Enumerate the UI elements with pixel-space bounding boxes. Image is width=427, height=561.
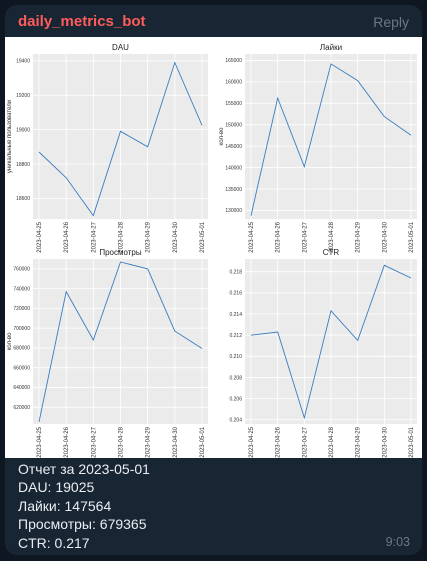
y-tick-label: 700000 bbox=[13, 326, 30, 332]
series-line bbox=[250, 264, 412, 420]
series-line bbox=[38, 61, 203, 217]
y-tick-label: 0.210 bbox=[229, 354, 242, 360]
x-tick-label: 2023-04-28 bbox=[119, 426, 125, 457]
x-tick-label: 2023-04-29 bbox=[146, 426, 152, 457]
x-tick-label: 2023-04-27 bbox=[302, 221, 308, 252]
y-tick-label: 0.208 bbox=[229, 375, 242, 381]
charts-grid: 18600 18800 19000 19200 19400 2023-04-25 2023-… bbox=[7, 43, 417, 458]
x-tick-label: 2023-04-26 bbox=[64, 426, 70, 457]
x-tick-label: 2023-04-26 bbox=[276, 221, 282, 252]
y-tick-label: 0.214 bbox=[229, 312, 242, 318]
caption-dau: DAU: 19025 bbox=[18, 479, 95, 496]
sender-name[interactable]: daily_metrics_bot bbox=[18, 13, 146, 30]
x-tick-label: 2023-04-29 bbox=[356, 426, 362, 457]
x-tick-label: 2023-04-28 bbox=[119, 221, 125, 252]
y-tick-label: 160000 bbox=[225, 80, 242, 86]
series-line bbox=[250, 63, 412, 216]
y-tick-label: 680000 bbox=[13, 346, 30, 352]
y-axis-label: кол-во bbox=[7, 332, 13, 351]
y-tick-label: 135000 bbox=[225, 187, 242, 193]
y-tick-label: 150000 bbox=[225, 123, 242, 129]
x-tick-label: 2023-04-30 bbox=[382, 221, 388, 252]
y-axis-label: уникальные пользователи bbox=[7, 100, 13, 173]
chart-title: CTR bbox=[323, 248, 340, 257]
y-tick-label: 660000 bbox=[13, 365, 30, 371]
x-tick-label: 2023-05-01 bbox=[200, 426, 206, 457]
chart-title: Просмотры bbox=[99, 248, 142, 257]
x-tick-label: 2023-04-25 bbox=[249, 426, 255, 457]
y-tick-label: 18600 bbox=[16, 196, 30, 202]
caption-views: Просмотры: 679365 bbox=[18, 516, 147, 533]
y-axis-label: кол-во bbox=[219, 127, 225, 146]
message-bubble: daily_metrics_bot Reply 18600 18800 19000 1… bbox=[5, 5, 422, 555]
x-tick-label: 2023-04-26 bbox=[64, 221, 70, 252]
x-tick-label: 2023-04-28 bbox=[329, 426, 335, 457]
y-tick-label: 18800 bbox=[16, 162, 30, 168]
chart-title: DAU bbox=[112, 43, 129, 52]
message-time: 9:03 bbox=[385, 535, 410, 549]
y-tick-label: 620000 bbox=[13, 405, 30, 411]
x-tick-label: 2023-04-30 bbox=[382, 426, 388, 457]
y-tick-label: 720000 bbox=[13, 306, 30, 312]
message-header: daily_metrics_bot Reply bbox=[5, 5, 422, 37]
x-tick-label: 2023-04-27 bbox=[302, 426, 308, 457]
series-line bbox=[38, 261, 203, 423]
x-tick-label: 2023-04-25 bbox=[37, 426, 43, 457]
caption-ctr: CTR: 0.217 bbox=[18, 534, 90, 551]
y-tick-label: 0.212 bbox=[229, 333, 242, 339]
x-tick-label: 2023-04-26 bbox=[276, 426, 282, 457]
y-tick-label: 19200 bbox=[16, 93, 30, 99]
y-tick-label: 19000 bbox=[16, 127, 30, 133]
x-tick-label: 2023-04-29 bbox=[146, 221, 152, 252]
x-tick-label: 2023-04-28 bbox=[329, 221, 335, 252]
y-tick-label: 0.216 bbox=[229, 291, 242, 297]
y-tick-label: 0.204 bbox=[229, 418, 242, 424]
message-caption: Отчет за 2023-05-01 DAU: 19025 Лайки: 14… bbox=[18, 460, 408, 552]
x-tick-label: 2023-04-30 bbox=[173, 221, 179, 252]
x-tick-label: 2023-04-30 bbox=[173, 426, 179, 457]
y-tick-label: 640000 bbox=[13, 385, 30, 391]
y-tick-label: 0.206 bbox=[229, 396, 242, 402]
x-tick-label: 2023-05-01 bbox=[409, 426, 415, 457]
x-tick-label: 2023-04-27 bbox=[91, 426, 97, 457]
y-tick-label: 140000 bbox=[225, 165, 242, 171]
x-tick-label: 2023-04-25 bbox=[37, 221, 43, 252]
y-tick-label: 145000 bbox=[225, 144, 242, 150]
x-tick-label: 2023-05-01 bbox=[200, 221, 206, 252]
y-tick-label: 0.218 bbox=[229, 269, 242, 275]
x-tick-label: 2023-04-27 bbox=[91, 221, 97, 252]
caption-report-date: Отчет за 2023-05-01 bbox=[18, 461, 150, 477]
y-tick-label: 19400 bbox=[16, 59, 30, 65]
y-tick-label: 740000 bbox=[13, 286, 30, 292]
y-tick-label: 130000 bbox=[225, 208, 242, 214]
y-tick-label: 165000 bbox=[225, 58, 242, 64]
x-tick-label: 2023-05-01 bbox=[409, 221, 415, 252]
y-tick-label: 155000 bbox=[225, 101, 242, 107]
x-tick-label: 2023-04-25 bbox=[249, 221, 255, 252]
y-tick-label: 760000 bbox=[13, 267, 30, 273]
x-tick-label: 2023-04-29 bbox=[356, 221, 362, 252]
metrics-chart-image[interactable]: 18600 18800 19000 19200 19400 2023-04-25 2023-… bbox=[5, 37, 422, 458]
caption-likes: Лайки: 147564 bbox=[18, 497, 112, 514]
chart-title: Лайки bbox=[320, 43, 342, 52]
reply-button[interactable]: Reply bbox=[373, 14, 409, 30]
